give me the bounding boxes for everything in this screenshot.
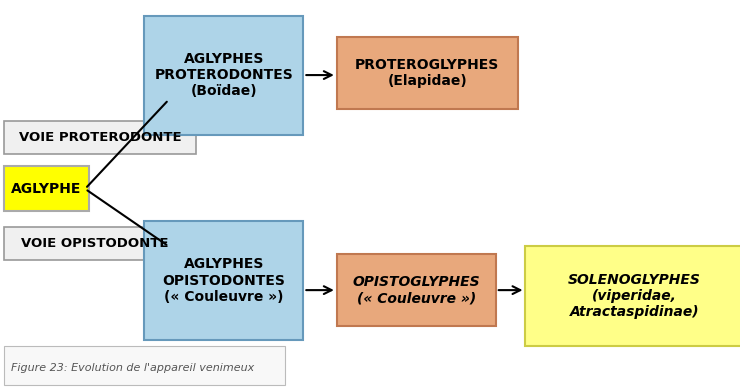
Text: AGLYPHES
OPISTODONTES
(« Couleuvre »): AGLYPHES OPISTODONTES (« Couleuvre ») [162,257,286,304]
Text: Figure 23: Evolution de l'appareil venimeux: Figure 23: Evolution de l'appareil venim… [11,362,255,373]
FancyBboxPatch shape [4,166,89,211]
FancyBboxPatch shape [4,227,185,260]
Text: SOLENOGLYPHES
(viperidae,
Atractaspidinae): SOLENOGLYPHES (viperidae, Atractaspidina… [568,273,701,319]
Text: VOIE OPISTODONTE: VOIE OPISTODONTE [21,237,168,250]
Text: PROTEROGLYPHES
(Elapidae): PROTEROGLYPHES (Elapidae) [355,58,500,88]
FancyBboxPatch shape [4,121,196,154]
FancyBboxPatch shape [337,37,518,109]
Text: AGLYPHES
PROTERODONTES
(Boïdae): AGLYPHES PROTERODONTES (Boïdae) [155,52,293,99]
FancyBboxPatch shape [4,346,285,385]
FancyBboxPatch shape [144,16,303,135]
FancyBboxPatch shape [144,221,303,340]
FancyBboxPatch shape [337,254,496,326]
FancyBboxPatch shape [525,246,740,346]
Text: OPISTOGLYPHES
(« Couleuvre »): OPISTOGLYPHES (« Couleuvre ») [352,275,480,305]
Text: AGLYPHE: AGLYPHE [11,182,81,196]
Text: VOIE PROTERODONTE: VOIE PROTERODONTE [18,131,181,144]
